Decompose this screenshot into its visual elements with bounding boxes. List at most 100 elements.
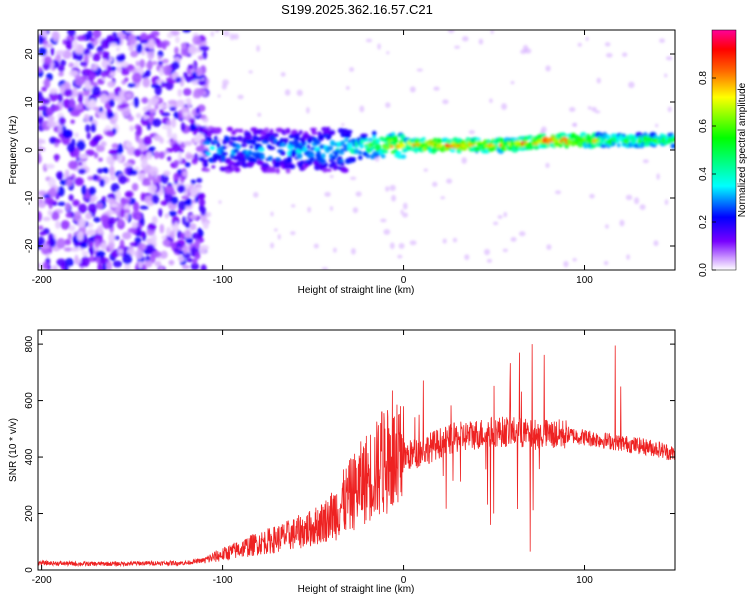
heatmap-cell <box>180 122 186 132</box>
heatmap-cell <box>142 77 151 88</box>
heatmap-cell <box>177 209 183 215</box>
heatmap-cell <box>108 149 119 156</box>
heatmap-cell <box>167 156 172 162</box>
heatmap-cell <box>107 80 116 88</box>
heatmap-cell <box>306 144 311 150</box>
heatmap-cell <box>168 210 177 217</box>
heatmap-cell <box>85 149 95 156</box>
heatmap-cell <box>56 258 66 267</box>
heatmap-cell <box>124 30 135 33</box>
heatmap-cell <box>38 106 44 111</box>
heatmap-cell <box>77 93 84 104</box>
spectrogram-xlabel: Height of straight line (km) <box>298 285 415 296</box>
heatmap-cell <box>604 42 611 47</box>
heatmap-cell <box>123 162 133 168</box>
heatmap-cell <box>221 154 226 161</box>
heatmap-cell <box>110 175 117 181</box>
heatmap-cell <box>203 168 211 172</box>
heatmap-cell <box>74 52 84 62</box>
heatmap-cell <box>74 147 80 159</box>
heatmap-cell <box>79 61 88 66</box>
heatmap-cell <box>74 132 79 138</box>
heatmap-cell <box>352 207 359 214</box>
heatmap-cell <box>106 260 112 270</box>
heatmap-cell <box>147 200 153 207</box>
y-tick-label: 600 <box>24 392 35 409</box>
heatmap-cell <box>87 175 94 181</box>
heatmap-cell <box>468 130 475 135</box>
heatmap-cell <box>409 86 416 93</box>
heatmap-cell <box>159 137 164 144</box>
heatmap-cell <box>89 241 94 248</box>
heatmap-cell <box>589 193 595 199</box>
heatmap-cell <box>600 144 607 149</box>
snr-ticks: -200 -100 0 100 0 200 400 600 800 <box>24 330 675 586</box>
heatmap-cell <box>109 98 115 108</box>
heatmap-cell <box>97 168 104 174</box>
heatmap-cell <box>69 97 75 109</box>
heatmap-cell <box>318 158 327 164</box>
heatmap-cell <box>297 163 304 169</box>
heatmap-cell <box>621 52 628 57</box>
heatmap-cell <box>168 79 177 84</box>
heatmap-cell <box>58 116 66 126</box>
heatmap-cell <box>299 160 305 165</box>
heatmap-cell <box>173 172 180 182</box>
heatmap-cell <box>96 46 104 54</box>
heatmap-cell <box>76 139 86 151</box>
heatmap-cell <box>432 181 438 187</box>
heatmap-cell <box>389 242 395 250</box>
heatmap-cell <box>587 106 592 110</box>
heatmap-cell <box>267 155 273 162</box>
heatmap-cell <box>122 253 133 265</box>
heatmap-cell <box>80 256 90 267</box>
snr-series-line <box>38 344 675 568</box>
heatmap-cell <box>202 221 209 230</box>
heatmap-cell <box>128 44 134 52</box>
heatmap-cell <box>234 167 241 173</box>
heatmap-cell <box>358 150 363 155</box>
heatmap-cell <box>257 112 262 117</box>
heatmap-cell <box>115 46 121 52</box>
heatmap-cell <box>38 236 45 247</box>
heatmap-cell <box>245 134 253 140</box>
heatmap-cell <box>154 104 159 110</box>
heatmap-cell <box>149 108 157 114</box>
heatmap-cell <box>164 185 175 195</box>
heatmap-cell <box>156 174 162 184</box>
heatmap-cell <box>116 66 122 73</box>
heatmap-cell <box>168 259 175 266</box>
heatmap-cell <box>148 222 157 231</box>
heatmap-cell <box>619 219 625 227</box>
heatmap-cell <box>55 49 66 56</box>
x-tick-label: 100 <box>576 575 593 586</box>
heatmap-cell <box>50 47 55 56</box>
heatmap-cell <box>194 251 201 260</box>
heatmap-cell <box>43 194 52 199</box>
heatmap-cell <box>274 133 279 138</box>
heatmap-cell <box>325 168 332 172</box>
heatmap-cell <box>197 227 202 234</box>
heatmap-cell <box>140 192 146 202</box>
heatmap-cell <box>291 204 296 208</box>
heatmap-cell <box>324 162 328 167</box>
heatmap-cell <box>313 138 321 145</box>
heatmap-cell <box>93 217 101 223</box>
heatmap-cell <box>129 125 135 132</box>
heatmap-cell <box>338 159 345 163</box>
x-tick-label: -200 <box>32 275 52 286</box>
heatmap-cell <box>196 192 206 200</box>
heatmap-cell <box>72 39 78 51</box>
heatmap-cell <box>120 197 127 204</box>
heatmap-cell <box>55 220 61 229</box>
heatmap-cell <box>83 114 90 123</box>
heatmap-cell <box>237 135 243 142</box>
heatmap-cell <box>286 158 292 165</box>
heatmap-cell <box>252 158 258 163</box>
heatmap-cell <box>147 39 156 50</box>
heatmap-cell <box>101 59 109 69</box>
heatmap-cell <box>68 70 79 77</box>
heatmap-cell <box>452 237 458 243</box>
heatmap-cell <box>215 127 222 134</box>
heatmap-cell <box>224 136 231 143</box>
